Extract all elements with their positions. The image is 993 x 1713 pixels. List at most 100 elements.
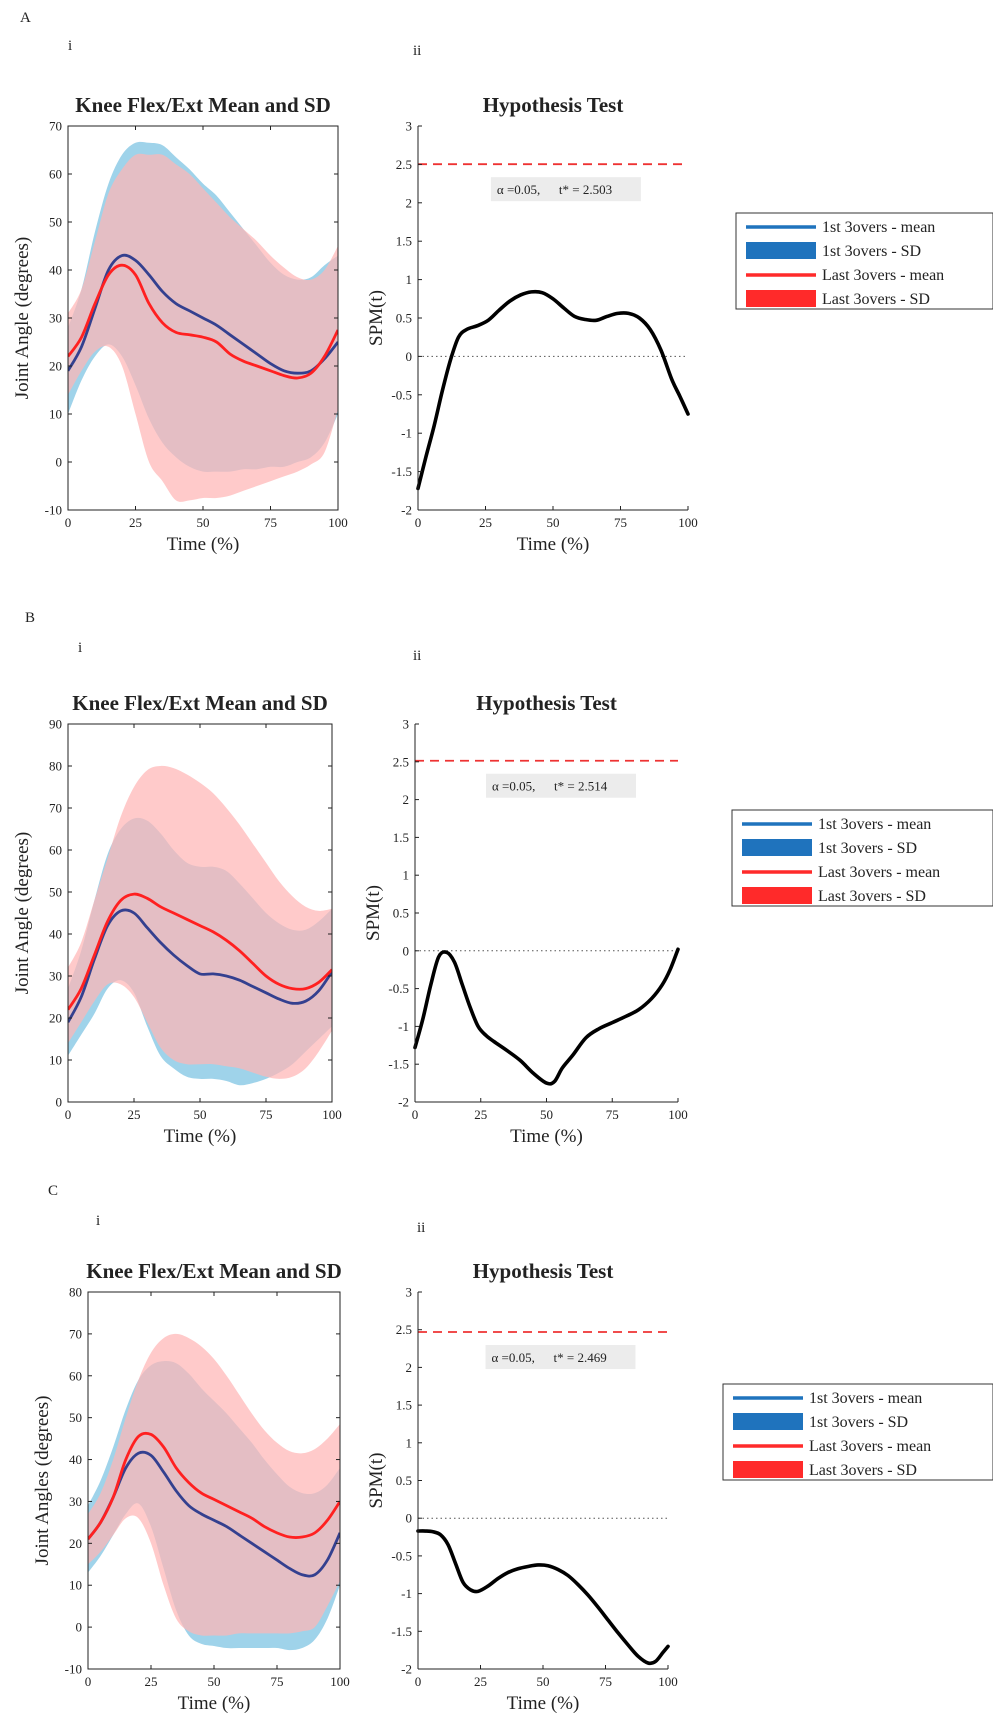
panel-C-i-ytick-label: 60 [69, 1368, 82, 1383]
panel-C-ii-xtick-label: 25 [474, 1674, 487, 1689]
panel-C-ii-annotation-alpha: α =0.05, [492, 1350, 535, 1365]
panel-B-i-ytick-label: 80 [49, 759, 62, 774]
panel-C-i-ytick-label: 40 [69, 1452, 82, 1467]
panel-A-ii-ytick-label: 0 [406, 349, 413, 364]
panel-sublabel-left: i [96, 1213, 100, 1229]
panel-letter: A [20, 10, 31, 26]
panel-B-ii-ytick-label: 2.5 [393, 754, 409, 769]
panel-A-i-ytick-label: 60 [49, 167, 62, 182]
panel-A-ii-ytick-label: -2 [401, 503, 412, 518]
panel-A-i-ytick-label: 0 [56, 455, 63, 470]
panel-sublabel-left: i [78, 640, 82, 656]
panel-B-ii-ytick-label: 3 [403, 717, 410, 732]
panel-B-ii-annotation-box [486, 773, 637, 798]
mean-line-last-3overs [68, 263, 338, 380]
panel-B-ii-chart: α =0.05, t* = 2.514 0 25 50 75 100 -2 -1.5 -1 -0.5… [363, 691, 688, 1147]
panel-C-ii-ytick-label: -0.5 [391, 1548, 412, 1563]
panel-A-i-ytick-label: -10 [45, 503, 62, 518]
panel-A-i-ytick-label: 10 [49, 407, 62, 422]
panel-A-i-xlabel: Time (%) [167, 534, 240, 555]
panel-A-i-ytick-label: 70 [49, 119, 62, 134]
mean-line-1st-3overs [88, 1450, 340, 1578]
panel-A-ii-ytick-label: 2.5 [396, 157, 412, 172]
panel-A-ii-xtick-label: 100 [678, 515, 698, 530]
panel-A-ii-spm-curve [416, 289, 690, 491]
panel-A-ii-xlabel: Time (%) [517, 534, 590, 555]
panel-B-ii-ytick-label: 2 [403, 792, 410, 807]
panel-C-i-ylabel: Joint Angles (degrees) [32, 1396, 53, 1566]
panel-C-ii-ytick-label: 1 [406, 1435, 413, 1450]
panel-A-legend: 1st 3overs - mean 1st 3overs - SD Last 3ov… [735, 212, 993, 310]
panel-C-i-xtick-label: 0 [85, 1674, 92, 1689]
panel-C-ii-xlabel: Time (%) [507, 1693, 580, 1713]
panel-B-ii-ytick-label: -1 [398, 1019, 409, 1034]
panel-C-ii-ytick-label: 1.5 [396, 1398, 412, 1413]
panel-C-i-ytick-label: -10 [65, 1662, 82, 1677]
panel-C-i-ytick-label: 70 [69, 1326, 82, 1341]
panel-C-i-ytick-label: 20 [69, 1536, 82, 1551]
panel-C-legend-swatch-2 [733, 1413, 803, 1430]
panel-C-i-ytick-label: 0 [76, 1620, 83, 1635]
panel-B-legend-label-1: 1st 3overs - mean [818, 816, 931, 833]
panel-B-i-ytick-label: 10 [49, 1053, 62, 1068]
panel-A-legend-swatch-4 [746, 290, 816, 307]
panel-B-ii-ytick-label: 1.5 [393, 830, 409, 845]
panel-letter: B [25, 610, 35, 626]
panel-B-ii-spm-curve [413, 947, 680, 1086]
panel-C-i-xtick-label: 25 [145, 1674, 158, 1689]
panel-C-i-ytick-label: 30 [69, 1494, 82, 1509]
panel-B-i-chart: 0 25 50 75 100 0 10 20 30 40 50 60 70 80 90 Knee Flex/E… [12, 691, 342, 1147]
panel-C-legend: 1st 3overs - mean 1st 3overs - SD Last 3ov… [722, 1383, 993, 1481]
sd-band-last-3overs [68, 153, 338, 502]
panel-A-ii-ytick-label: 1 [406, 272, 413, 287]
panel-A-ii-title: Hypothesis Test [483, 93, 624, 117]
mean-line-last-3overs [68, 892, 332, 1011]
panel-A-i-xtick-label: 75 [264, 515, 277, 530]
panel-B-legend-label-3: Last 3overs - mean [818, 864, 940, 881]
panel-A-ii-ytick-label: -1 [401, 426, 412, 441]
plot-area [68, 765, 332, 1086]
plot-area [68, 141, 338, 502]
panel-A-ii-xtick-label: 75 [614, 515, 627, 530]
panel-B-ii-xtick-label: 0 [412, 1107, 419, 1122]
panel-A-ii-ylabel: SPM(t) [366, 290, 387, 346]
panel-A-i-title: Knee Flex/Ext Mean and SD [75, 93, 331, 117]
panel-A-i-xtick-label: 0 [65, 515, 72, 530]
panel-C-ii-ytick-label: -1 [401, 1586, 412, 1601]
panel-A-legend-label-4: Last 3overs - SD [822, 291, 930, 308]
panel-C-ii-xtick-label: 0 [415, 1674, 422, 1689]
panel-C-ii-ylabel: SPM(t) [366, 1453, 387, 1509]
panel-A-ii-ytick-label: -1.5 [391, 464, 412, 479]
panel-A-ii-ytick-label: -0.5 [391, 387, 412, 402]
panel-A-ii-chart: α =0.05, t* = 2.503 0 25 50 75 100 -2 -1.5 -1 -0.5… [366, 93, 698, 555]
panel-A-ii-ytick-label: 1.5 [396, 234, 412, 249]
panel-C-ii-chart: α =0.05, t* = 2.469 0 25 50 75 100 -2 -1.5 -1 -0.5… [366, 1259, 678, 1713]
panel-C-ii-xtick-label: 100 [658, 1674, 678, 1689]
panel-A-legend-label-3: Last 3overs - mean [822, 267, 944, 284]
panel-A-i-ytick-label: 30 [49, 311, 62, 326]
mean-line-1st-3overs [68, 908, 332, 1023]
panel-C-legend-label-3: Last 3overs - mean [809, 1438, 931, 1455]
panel-C-i-title: Knee Flex/Ext Mean and SD [86, 1259, 342, 1283]
panel-C-i-xtick-label: 50 [208, 1674, 221, 1689]
panel-A-legend-label-1: 1st 3overs - mean [822, 219, 935, 236]
panel-A-i-xtick-label: 100 [328, 515, 348, 530]
panel-B-ii-ytick-label: -2 [398, 1095, 409, 1110]
panel-B-ii-xtick-label: 75 [606, 1107, 619, 1122]
mean-line-1st-3overs [68, 253, 338, 375]
panel-C-i-ytick-label: 10 [69, 1578, 82, 1593]
panel-C-ii-ytick-label: 3 [406, 1285, 413, 1300]
panel-A-ii-xtick-label: 50 [547, 515, 560, 530]
panel-A-ii-xtick-label: 25 [479, 515, 492, 530]
mean-line-last-3overs [88, 1431, 340, 1540]
panel-C-i-ytick-label: 80 [69, 1285, 82, 1300]
panel-B-i-ytick-label: 90 [49, 717, 62, 732]
panel-B-ii-ylabel: SPM(t) [363, 885, 384, 941]
panel-B-ii-ytick-label: 0 [403, 943, 410, 958]
panel-B-ii-ytick-label: -1.5 [388, 1057, 409, 1072]
panel-B-i-xtick-label: 75 [260, 1107, 273, 1122]
panel-C-i-xtick-label: 75 [271, 1674, 284, 1689]
panel-B-legend-label-4: Last 3overs - SD [818, 888, 926, 905]
